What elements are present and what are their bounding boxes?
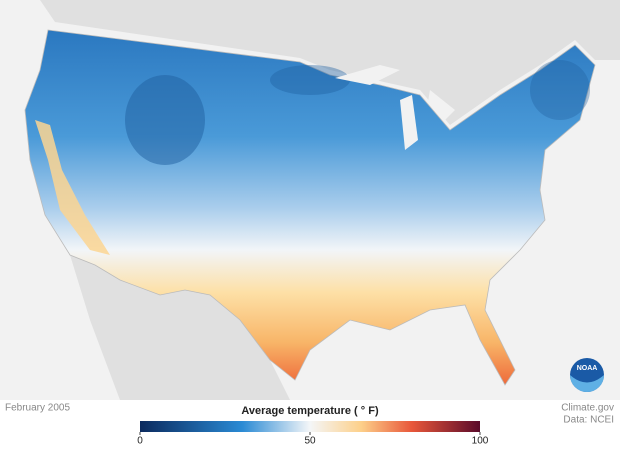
lake-superior bbox=[335, 65, 400, 85]
lake-huron bbox=[428, 90, 455, 120]
colorbar-tick-label: 100 bbox=[472, 436, 489, 447]
date: February 2005 bbox=[5, 403, 70, 414]
logo-text: NOAA bbox=[577, 365, 598, 372]
colorbar-tick-label: 0 bbox=[137, 436, 143, 447]
northeast-cold bbox=[530, 60, 590, 120]
credit: Climate.gov bbox=[561, 403, 614, 414]
lake-michigan bbox=[400, 95, 418, 150]
california-warm bbox=[35, 120, 110, 255]
colorbar-tick-label: 50 bbox=[304, 436, 316, 447]
canada bbox=[0, 0, 620, 125]
source: Data: NCEI bbox=[563, 415, 614, 426]
rockies-cold bbox=[125, 75, 205, 165]
north-cold bbox=[270, 65, 350, 95]
colorbar bbox=[140, 421, 480, 432]
legend-title: Average temperature ( ° F) bbox=[241, 405, 379, 417]
noaa-logo-wave bbox=[570, 375, 604, 392]
mexico bbox=[70, 255, 290, 400]
